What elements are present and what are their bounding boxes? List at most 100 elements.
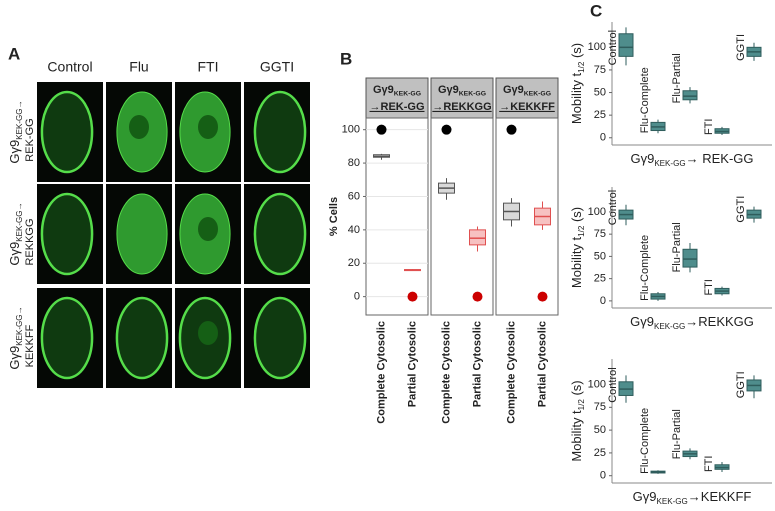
x-tick-label: Complete Cytosolic <box>375 321 387 424</box>
nucleus <box>198 217 218 241</box>
rich-label: Mobility t1/2 (s) <box>569 380 586 461</box>
category-label: Control <box>607 30 619 65</box>
label-target: (s) <box>569 43 584 62</box>
label-main: Gγ9 <box>438 84 459 96</box>
plot-frame <box>495 117 559 316</box>
y-tick-label: 0 <box>600 470 606 482</box>
nucleus <box>129 115 149 139</box>
y-tick-label: 100 <box>588 41 606 53</box>
rich-label: Gγ9KEK-GG <box>373 84 421 97</box>
point <box>472 291 483 302</box>
box <box>469 229 486 246</box>
plot-frame <box>430 117 494 316</box>
label-target: →REKKGG <box>685 314 754 329</box>
point <box>506 124 517 135</box>
label-sub: KEK-GG→ <box>15 202 24 241</box>
cell <box>116 193 168 275</box>
y-tick-label: 25 <box>594 447 606 459</box>
rich-label: Gγ9KEK-GG→ <box>7 306 24 369</box>
label-sub: KEK-GG <box>394 90 421 97</box>
label-sub: KEK-GG→ <box>15 306 24 345</box>
facet-target: →REKKGG <box>432 101 491 113</box>
cell <box>115 296 169 380</box>
category-label: Control <box>607 190 619 225</box>
y-tick-label: 60 <box>348 190 360 202</box>
x-tick-label: Complete Cytosolic <box>505 321 517 424</box>
label-sub: 1/2 <box>577 225 586 237</box>
y-tick-label: 0 <box>600 295 606 307</box>
category-label: GGTI <box>735 34 747 61</box>
x-tick-label: Partial Cytosolic <box>406 321 418 407</box>
label-main: Mobility t <box>569 72 584 124</box>
y-tick-label: 100 <box>588 206 606 218</box>
label-main: Gγ9 <box>630 151 654 166</box>
point <box>441 124 452 135</box>
label-main: Mobility t <box>569 236 584 288</box>
row-label-target: KEKKFF <box>24 324 36 367</box>
rich-label: Gγ9KEK-GG <box>438 84 486 97</box>
label-main: Gγ9 <box>7 346 22 370</box>
label-main: Gγ9 <box>7 140 22 164</box>
plot-frame <box>365 117 429 316</box>
category-label: FTI <box>703 456 715 473</box>
y-tick-label: 20 <box>348 257 360 269</box>
cell <box>253 296 307 380</box>
facet-target: →REK-GG <box>370 101 425 113</box>
x-tick-label: Partial Cytosolic <box>536 321 548 407</box>
point <box>407 291 418 302</box>
column-header: Control <box>47 59 92 75</box>
row-label-target: REK-GG <box>24 118 36 161</box>
label-sub: KEK-GG <box>459 90 486 97</box>
rich-label: Gγ9KEK-GG→KEKKFF <box>633 489 752 506</box>
row-label-target: REKKGG <box>24 218 36 265</box>
label-sub: KEK-GG→ <box>15 100 24 139</box>
category-label: Flu-Complete <box>639 67 651 133</box>
label-sub: 1/2 <box>577 61 586 73</box>
y-axis-label: % Cells <box>328 197 340 236</box>
label-sub: 1/2 <box>577 399 586 411</box>
label-main: Gγ9 <box>373 84 394 96</box>
y-tick-label: 75 <box>594 228 606 240</box>
x-tick-label: Complete Cytosolic <box>440 321 452 424</box>
label-sub: KEK-GG <box>524 90 551 97</box>
column-header: GGTI <box>260 59 294 75</box>
category-label: Flu-Complete <box>639 408 651 474</box>
column-header: FTI <box>198 59 219 75</box>
y-tick-label: 80 <box>348 157 360 169</box>
rich-label: Gγ9KEK-GG→ <box>7 100 24 163</box>
y-tick-label: 100 <box>342 124 360 136</box>
label-target: (s) <box>569 380 584 399</box>
point <box>376 124 387 135</box>
label-sub: KEK-GG <box>654 159 685 168</box>
facet-header <box>495 77 559 119</box>
y-tick-label: 0 <box>354 291 360 303</box>
y-tick-label: 25 <box>594 273 606 285</box>
y-tick-label: 75 <box>594 64 606 76</box>
rich-label: Gγ9KEK-GG <box>503 84 551 97</box>
cell <box>40 296 94 380</box>
category-label: GGTI <box>735 196 747 223</box>
box <box>618 33 634 57</box>
y-tick-label: 100 <box>588 378 606 390</box>
cell <box>253 192 307 276</box>
facet-header <box>430 77 494 119</box>
y-tick-label: 50 <box>594 86 606 98</box>
panel-letter: B <box>340 49 352 68</box>
category-label: Flu-Complete <box>639 235 651 301</box>
rich-label: Gγ9KEK-GG→REKKGG <box>630 314 754 331</box>
y-tick-label: 40 <box>348 224 360 236</box>
label-target: → REK-GG <box>686 151 754 166</box>
box <box>682 90 698 101</box>
label-main: Gγ9 <box>630 314 654 329</box>
label-target: →KEKKFF <box>688 489 752 504</box>
cell <box>40 90 94 174</box>
label-main: Gγ9 <box>503 84 524 96</box>
cell <box>253 90 307 174</box>
nucleus <box>198 321 218 345</box>
category-label: FTI <box>703 279 715 296</box>
y-tick-label: 50 <box>594 250 606 262</box>
column-header: Flu <box>129 59 148 75</box>
category-label: Control <box>607 367 619 402</box>
rich-label: Mobility t1/2 (s) <box>569 43 586 124</box>
